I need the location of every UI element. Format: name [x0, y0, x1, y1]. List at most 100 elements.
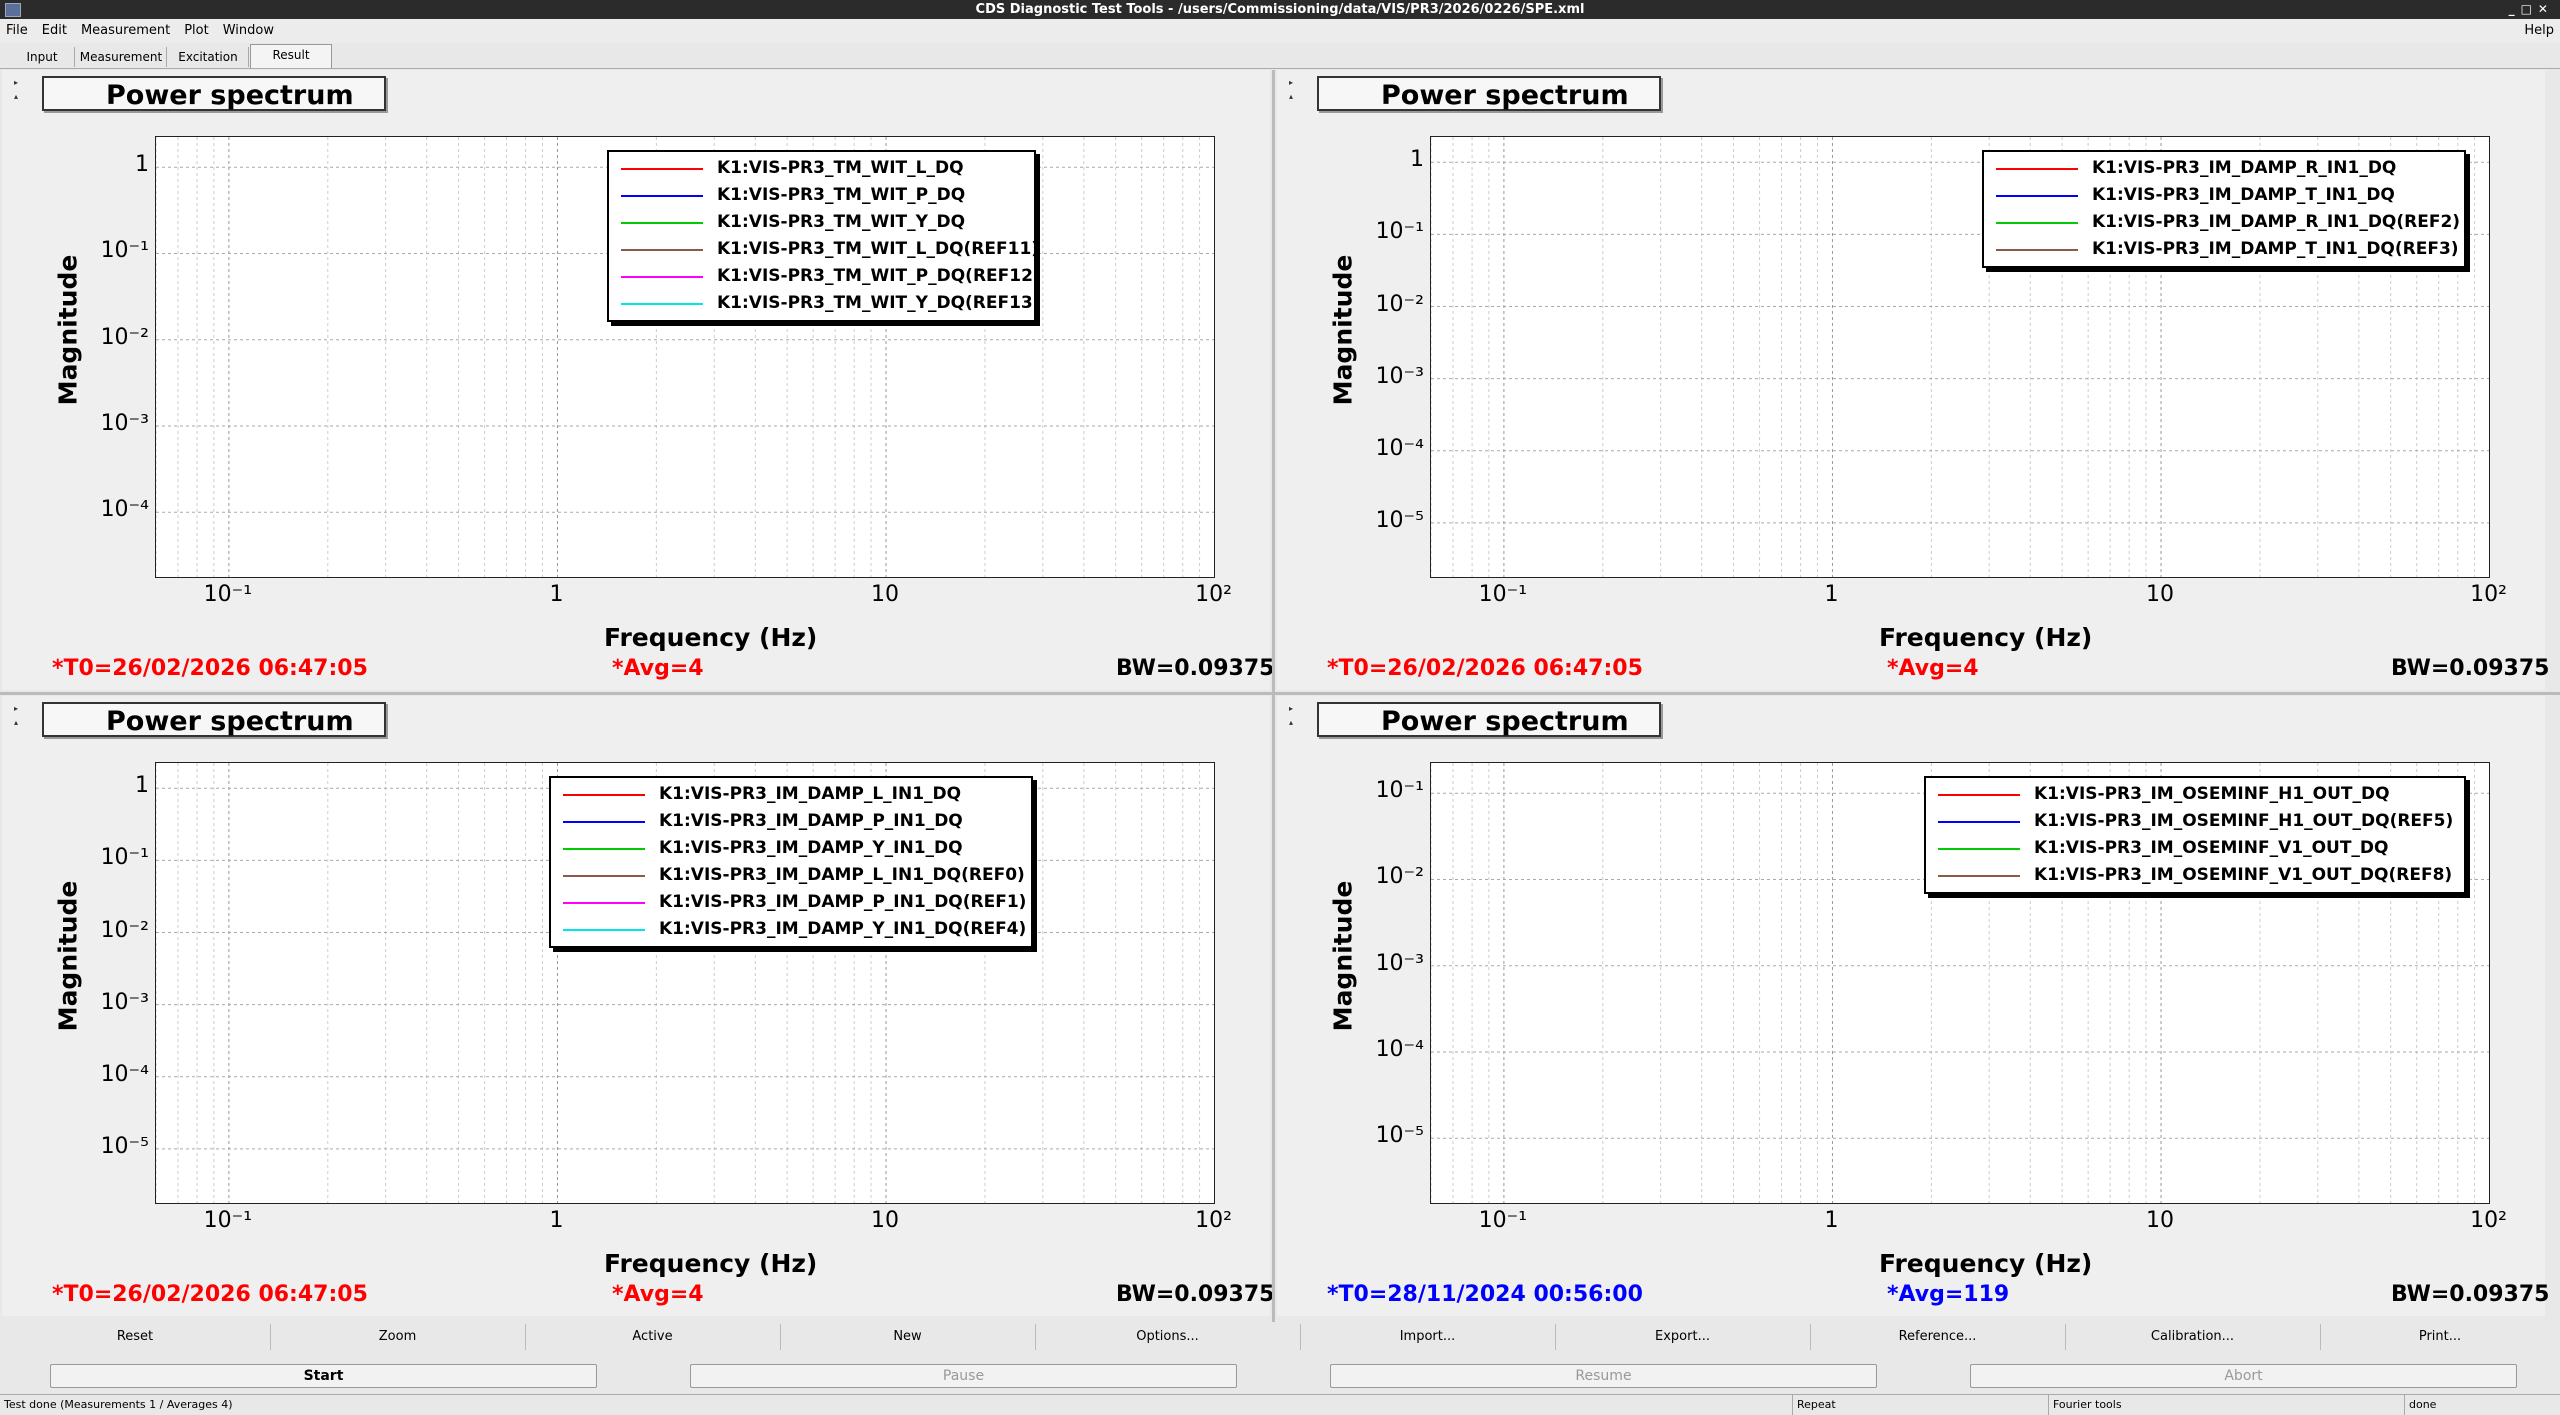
legend-entry: K1:VIS-PR3_TM_WIT_L_DQ(REF11) — [609, 236, 1039, 262]
print-button[interactable]: Print... — [2418, 1329, 2462, 1344]
legend-swatch — [1938, 794, 2020, 796]
y-tick-label: 10⁻¹ — [1375, 219, 1424, 245]
legend-label: K1:VIS-PR3_IM_DAMP_R_IN1_DQ(REF2) — [2092, 212, 2461, 232]
pane-scroll-arrows[interactable]: ▸ ▴ — [1289, 78, 1294, 101]
resume-button[interactable]: Resume — [1330, 1364, 1877, 1388]
calibration-button[interactable]: Calibration... — [2065, 1324, 2321, 1350]
bandwidth-label: BW=0.09375 — [2391, 656, 2550, 681]
plot-title: Power spectrum — [42, 702, 386, 737]
status-fourier: Fourier tools — [2048, 1395, 2122, 1415]
legend-entry: K1:VIS-PR3_TM_WIT_P_DQ — [609, 182, 1034, 208]
legend-label: K1:VIS-PR3_TM_WIT_P_DQ — [717, 185, 966, 205]
x-tick-label: 10 — [2146, 582, 2175, 607]
import-button[interactable]: Import... — [1300, 1324, 1556, 1350]
pane-divider-vertical[interactable] — [1272, 70, 1275, 1322]
measurement-controls: Start Pause Resume Abort — [0, 1362, 2560, 1390]
t0-timestamp: *T0=26/02/2026 06:47:05 — [1327, 656, 1643, 681]
bandwidth-label: BW=0.09375 — [2391, 1282, 2550, 1307]
reference-button[interactable]: Reference... — [1810, 1324, 2066, 1350]
status-repeat: Repeat — [1792, 1395, 1836, 1415]
t0-timestamp: *T0=28/11/2024 00:56:00 — [1327, 1282, 1643, 1307]
menu-help[interactable]: Help — [2524, 23, 2554, 38]
reset-button[interactable]: Reset — [0, 1324, 271, 1350]
legend-entry: K1:VIS-PR3_TM_WIT_P_DQ(REF12) — [609, 263, 1041, 289]
export-button[interactable]: Export... — [1555, 1324, 1811, 1350]
y-axis-label: Magnitude — [1328, 254, 1358, 406]
y-tick-label: 10⁻¹ — [100, 238, 149, 264]
zoom-button[interactable]: Zoom — [270, 1324, 526, 1350]
status-bar: Test done (Measurements 1 / Averages 4) … — [0, 1394, 2560, 1415]
plot-legend[interactable]: K1:VIS-PR3_IM_DAMP_L_IN1_DQ K1:VIS-PR3_IM… — [549, 776, 1033, 948]
legend-swatch — [621, 303, 703, 305]
legend-label: K1:VIS-PR3_IM_DAMP_R_IN1_DQ — [2092, 158, 2397, 178]
menubar: File Edit Measurement Plot Window Help — [0, 19, 2560, 43]
result-panels: ▸ ▴ Power spectrum Magnitude 1 10⁻¹ 10⁻² 10⁻³ 1… — [0, 70, 2560, 1324]
x-tick-label: 10² — [2470, 1208, 2507, 1233]
tab-result[interactable]: Result — [250, 44, 332, 68]
legend-label: K1:VIS-PR3_IM_OSEMINF_V1_OUT_DQ(REF8) — [2034, 865, 2453, 885]
pane-scroll-arrows[interactable]: ▸ ▴ — [14, 704, 19, 727]
tab-measurement[interactable]: Measurement — [76, 47, 167, 67]
plot-button-row: Reset Zoom Active New Options... Import.… — [0, 1324, 2560, 1350]
y-tick-label: 10⁻² — [1375, 864, 1424, 890]
plot-legend[interactable]: K1:VIS-PR3_IM_OSEMINF_H1_OUT_DQ K1:VIS-PR… — [1924, 776, 2466, 894]
plot-legend[interactable]: K1:VIS-PR3_TM_WIT_L_DQ K1:VIS-PR3_TM_WIT_… — [607, 150, 1041, 322]
y-tick-label: 1 — [135, 152, 149, 178]
legend-entry: K1:VIS-PR3_IM_DAMP_T_IN1_DQ — [1984, 182, 2464, 208]
plot-pane-1[interactable]: ▸ ▴ Power spectrum Magnitude 1 10⁻¹ 10⁻² 10⁻³ 1… — [2, 70, 1274, 690]
pane-scroll-arrows[interactable]: ▸ ▴ — [1289, 704, 1294, 727]
legend-swatch — [1996, 222, 2078, 224]
tab-input[interactable]: Input — [10, 47, 75, 67]
new-button[interactable]: New — [780, 1324, 1036, 1350]
avg-count: *Avg=4 — [612, 1282, 704, 1307]
avg-count: *Avg=4 — [612, 656, 704, 681]
x-tick-label: 1 — [549, 1208, 564, 1233]
y-tick-label: 10⁻³ — [1375, 950, 1424, 976]
legend-label: K1:VIS-PR3_TM_WIT_Y_DQ — [717, 212, 966, 232]
plot-pane-4[interactable]: ▸ ▴ Power spectrum Magnitude 10⁻¹ 10⁻² 10⁻³ 10… — [1277, 696, 2549, 1316]
window-titlebar: CDS Diagnostic Test Tools - /users/Commi… — [0, 0, 2560, 19]
menu-plot[interactable]: Plot — [184, 23, 209, 38]
x-tick-label: 10⁻¹ — [203, 1208, 253, 1233]
legend-label: K1:VIS-PR3_IM_DAMP_Y_IN1_DQ(REF4) — [659, 919, 1027, 939]
abort-button[interactable]: Abort — [1970, 1364, 2517, 1388]
y-tick-label: 10⁻⁵ — [1375, 507, 1424, 533]
window-title: CDS Diagnostic Test Tools - /users/Commi… — [975, 2, 1585, 17]
options-button[interactable]: Options... — [1035, 1324, 1301, 1350]
menu-window[interactable]: Window — [222, 23, 274, 38]
legend-swatch — [1996, 195, 2078, 197]
window-controls[interactable]: _□✕ — [2508, 2, 2554, 16]
legend-label: K1:VIS-PR3_TM_WIT_P_DQ(REF12) — [717, 266, 1041, 286]
legend-entry: K1:VIS-PR3_IM_DAMP_L_IN1_DQ(REF0) — [551, 862, 1031, 888]
legend-label: K1:VIS-PR3_IM_DAMP_T_IN1_DQ — [2092, 185, 2395, 205]
plot-pane-3[interactable]: ▸ ▴ Power spectrum Magnitude 1 10⁻¹ 10⁻² 10⁻³ 1… — [2, 696, 1274, 1316]
legend-entry: K1:VIS-PR3_IM_DAMP_P_IN1_DQ — [551, 808, 1031, 834]
y-tick-label: 10⁻¹ — [1375, 778, 1424, 804]
active-button[interactable]: Active — [525, 1324, 781, 1350]
legend-swatch — [563, 794, 645, 796]
plot-pane-2[interactable]: ▸ ▴ Power spectrum Magnitude 1 10⁻¹ 10⁻² 10⁻³ 1… — [1277, 70, 2549, 690]
pane-divider-horizontal[interactable] — [0, 692, 2560, 695]
menu-file[interactable]: File — [6, 23, 28, 38]
y-axis-label: Magnitude — [53, 880, 83, 1032]
legend-swatch — [621, 168, 703, 170]
legend-entry: K1:VIS-PR3_IM_DAMP_R_IN1_DQ(REF2) — [1984, 209, 2464, 235]
x-tick-label: 10² — [1195, 582, 1232, 607]
y-tick-label: 1 — [1410, 147, 1424, 173]
x-tick-label: 10 — [871, 1208, 900, 1233]
y-tick-label: 10⁻³ — [1375, 363, 1424, 389]
y-axis-label-box: Magnitude — [48, 180, 88, 480]
x-tick-label: 10 — [871, 582, 900, 607]
plot-legend[interactable]: K1:VIS-PR3_IM_DAMP_R_IN1_DQ K1:VIS-PR3_IM… — [1982, 150, 2466, 268]
pause-button[interactable]: Pause — [690, 1364, 1237, 1388]
pane-scroll-arrows[interactable]: ▸ ▴ — [14, 78, 19, 101]
x-tick-label: 10² — [1195, 1208, 1232, 1233]
menu-edit[interactable]: Edit — [41, 23, 67, 38]
status-message: Test done (Measurements 1 / Averages 4) — [4, 1398, 233, 1411]
x-tick-label: 10⁻¹ — [1478, 582, 1528, 607]
start-button[interactable]: Start — [50, 1364, 597, 1388]
menu-measurement[interactable]: Measurement — [80, 23, 171, 38]
x-tick-label: 10⁻¹ — [1478, 1208, 1528, 1233]
tab-excitation[interactable]: Excitation — [168, 47, 249, 67]
y-tick-label: 10⁻⁵ — [100, 1133, 149, 1159]
